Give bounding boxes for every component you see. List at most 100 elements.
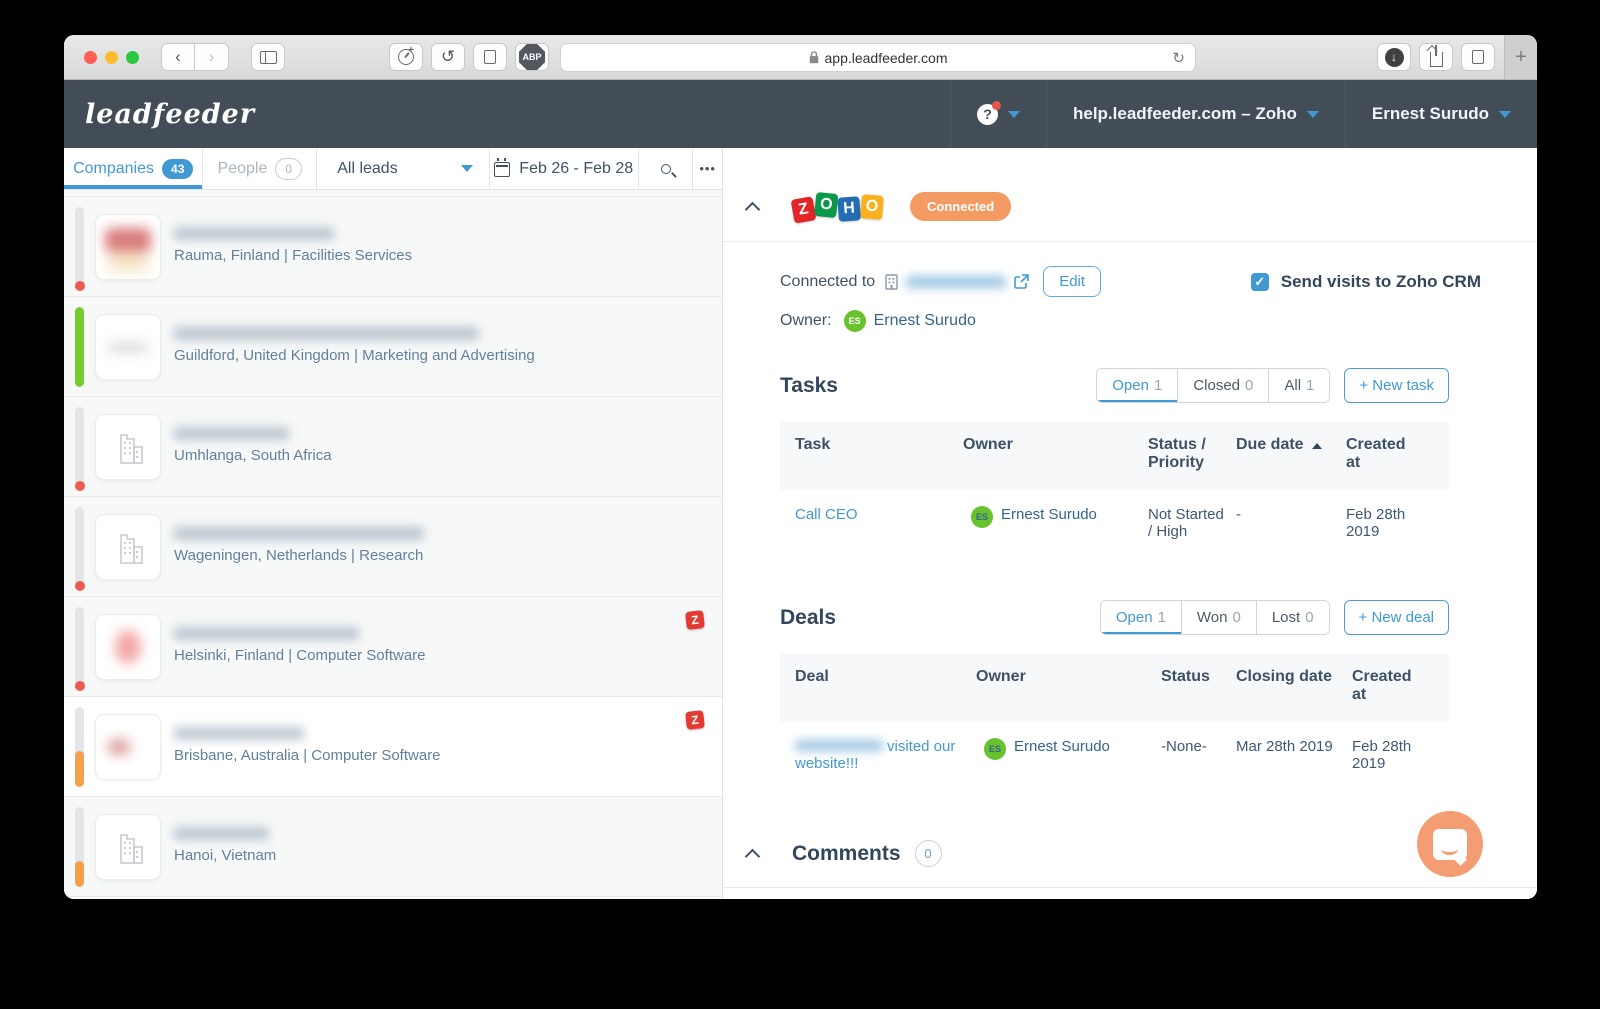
company-logo xyxy=(95,614,161,680)
quality-bar xyxy=(75,807,84,887)
company-row[interactable]: Rauma, Finland | Facilities Services xyxy=(64,197,722,297)
gauge-plus-icon xyxy=(398,49,414,65)
forward-icon: › xyxy=(208,47,215,66)
back-button[interactable]: ‹ xyxy=(161,43,195,71)
send-visits-checkbox[interactable]: ✓ xyxy=(1250,272,1269,291)
search-button[interactable] xyxy=(639,148,694,189)
edit-connection-button[interactable]: Edit xyxy=(1043,266,1102,297)
collapse-icon[interactable] xyxy=(747,847,760,860)
deals-filter-open[interactable]: Open 1 xyxy=(1100,601,1182,634)
zoho-integration-header: Z O H O Connected xyxy=(723,148,1537,242)
deals-section: Deals Open 1 Won 0 Lost 0 + New deal Deal O… xyxy=(780,600,1449,788)
minimize-window-button[interactable] xyxy=(105,50,118,64)
leads-filter-dropdown[interactable]: All leads xyxy=(317,148,490,189)
more-options-button[interactable]: ••• xyxy=(693,148,722,189)
sidebar-icon xyxy=(259,50,277,64)
tab-people[interactable]: People 0 xyxy=(203,148,318,189)
company-meta: Umhlanga, South Africa xyxy=(174,447,332,464)
deals-filter-lost[interactable]: Lost 0 xyxy=(1256,601,1329,634)
deal-link[interactable]: visited our website!!! xyxy=(795,738,956,772)
company-logo xyxy=(95,314,161,380)
company-name-redacted xyxy=(174,827,269,840)
building-placeholder-icon xyxy=(120,534,143,564)
tasks-filter-open[interactable]: Open 1 xyxy=(1097,369,1179,402)
reload-extension-button[interactable]: ↺ xyxy=(431,43,465,71)
company-row[interactable]: Guildford, United Kingdom | Marketing an… xyxy=(64,297,722,397)
divider xyxy=(723,887,1537,888)
duplicate-pages-button[interactable] xyxy=(473,43,507,71)
new-deal-button[interactable]: + New deal xyxy=(1343,600,1449,635)
external-link-icon[interactable] xyxy=(1014,274,1029,289)
deals-title: Deals xyxy=(780,605,837,629)
zoom-window-button[interactable] xyxy=(126,50,139,64)
company-name-redacted xyxy=(174,727,304,740)
company-row[interactable]: Hanoi, Vietnam xyxy=(64,797,722,897)
company-name-redacted xyxy=(174,327,479,340)
connected-to-row: Connected to Edit ✓ Send visits to Zoho … xyxy=(780,266,1481,297)
companies-tab-label: Companies xyxy=(73,159,155,177)
share-button[interactable] xyxy=(1419,43,1453,71)
task-created: Feb 28th 2019 xyxy=(1346,506,1406,540)
sidebar-toggle-button[interactable] xyxy=(251,43,285,71)
company-list: Rauma, Finland | Facilities Services Gui… xyxy=(64,190,722,899)
companies-count-badge: 43 xyxy=(162,158,194,179)
list-row-partial xyxy=(64,190,722,197)
user-menu-label: Ernest Surudo xyxy=(1371,104,1489,123)
help-menu[interactable]: ? xyxy=(949,80,1046,148)
new-task-button[interactable]: + New task xyxy=(1344,368,1449,403)
list-toolbar: Companies 43 People 0 All leads Feb 26 -… xyxy=(64,148,722,190)
tab-overview-button[interactable] xyxy=(1461,43,1495,71)
intercom-chat-button[interactable] xyxy=(1417,811,1483,877)
deals-filter-won[interactable]: Won 0 xyxy=(1181,601,1257,634)
company-logo xyxy=(95,414,161,480)
tasks-filter-all[interactable]: All 1 xyxy=(1269,369,1330,402)
refresh-icon[interactable]: ↻ xyxy=(1172,49,1185,67)
blurred-logo xyxy=(115,630,141,664)
connected-company-link-redacted[interactable] xyxy=(906,275,1007,288)
company-name-redacted xyxy=(174,427,289,440)
forward-button[interactable]: › xyxy=(195,43,229,71)
blurred-logo xyxy=(107,342,149,352)
close-window-button[interactable] xyxy=(84,50,97,64)
adblock-button[interactable]: ABP xyxy=(515,43,549,71)
deal-owner: Ernest Surudo xyxy=(1014,738,1110,755)
task-link[interactable]: Call CEO xyxy=(795,506,858,523)
company-name-redacted xyxy=(174,227,334,240)
new-tab-button[interactable]: + xyxy=(1504,35,1537,79)
company-meta: Brisbane, Australia | Computer Software xyxy=(174,747,441,764)
address-bar[interactable]: app.leadfeeder.com ↻ xyxy=(560,43,1196,72)
reload-icon: ↺ xyxy=(440,47,456,66)
company-row[interactable]: Wageningen, Netherlands | Research xyxy=(64,497,722,597)
company-meta: Wageningen, Netherlands | Research xyxy=(174,547,424,564)
deal-name-redacted xyxy=(795,740,883,751)
collapse-icon[interactable] xyxy=(747,200,760,213)
extension-gauge-button[interactable]: + xyxy=(389,43,423,71)
owner-name[interactable]: Ernest Surudo xyxy=(873,312,976,329)
col-status-priority: Status / Priority xyxy=(1148,436,1206,471)
company-logo xyxy=(95,814,161,880)
building-icon xyxy=(885,273,898,290)
owner-row: Owner: ES Ernest Surudo xyxy=(780,310,1481,332)
building-placeholder-icon xyxy=(120,434,143,464)
task-status: Not Started / High xyxy=(1148,506,1224,540)
zoho-crm-badge: Z xyxy=(685,710,705,730)
more-icon: ••• xyxy=(699,161,716,176)
tab-companies[interactable]: Companies 43 xyxy=(64,148,204,189)
alert-dot xyxy=(74,281,85,291)
company-row-selected[interactable]: Brisbane, Australia | Computer Software … xyxy=(64,697,722,797)
company-row[interactable]: Helsinki, Finland | Computer Software Z xyxy=(64,597,722,697)
date-range-picker[interactable]: Feb 26 - Feb 28 xyxy=(490,148,639,189)
zoho-crm-badge: Z xyxy=(685,610,705,630)
chevron-down-icon xyxy=(460,165,473,172)
check-icon: ✓ xyxy=(1254,273,1266,289)
user-menu[interactable]: Ernest Surudo xyxy=(1344,80,1537,148)
tasks-filter-closed[interactable]: Closed 0 xyxy=(1178,369,1270,402)
leads-filter-label: All leads xyxy=(337,159,398,177)
company-name-redacted xyxy=(174,627,359,640)
downloads-button[interactable]: ↓ xyxy=(1377,43,1411,71)
account-menu[interactable]: help.leadfeeder.com – Zoho xyxy=(1045,80,1345,148)
leadfeeder-logo[interactable]: leadfeeder xyxy=(85,98,256,130)
col-due-date[interactable]: Due date xyxy=(1236,436,1346,472)
company-row[interactable]: Umhlanga, South Africa xyxy=(64,397,722,497)
chevron-down-icon xyxy=(1306,110,1319,118)
